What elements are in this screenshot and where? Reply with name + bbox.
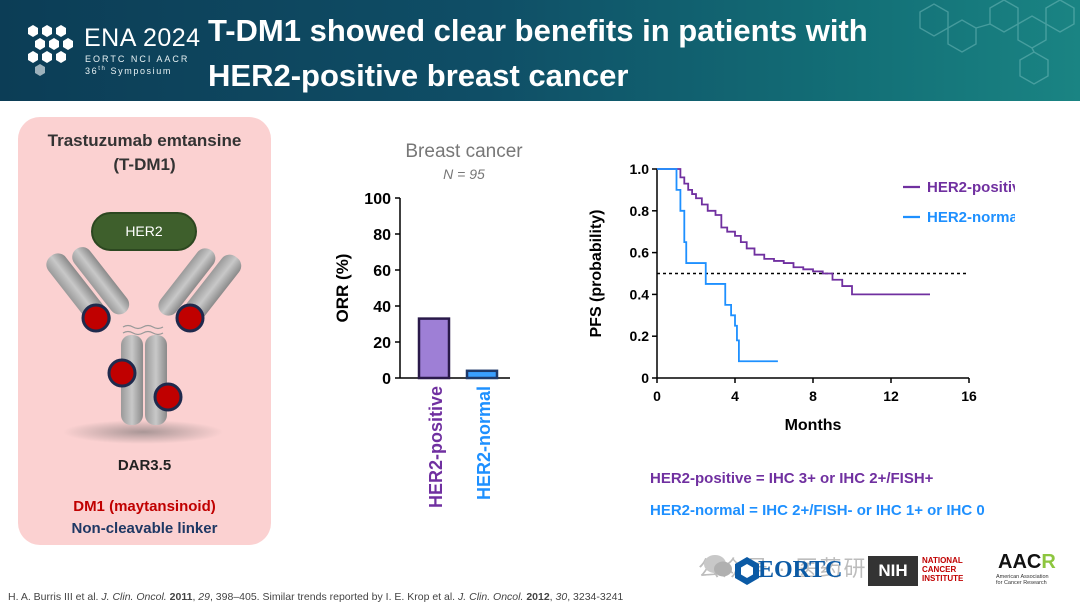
bar-category-label: HER2-normal <box>474 386 494 500</box>
bar-chart-plot: 0 20 40 60 80 100 ORR (%) HER2-positive HER2-nor… <box>333 191 510 508</box>
card-title-line1: Trastuzumab emtansine <box>47 131 242 150</box>
antibody-illustration-icon <box>46 247 242 444</box>
eortc-logo-text: EORTC <box>758 557 843 583</box>
slide-title-line1: T-DM1 showed clear benefits in patients … <box>208 13 868 48</box>
logo-title: ENA 2024 <box>84 24 201 52</box>
line-y-tick-label: 0 <box>641 370 649 386</box>
card-title: Trastuzumab emtansine (T-DM1) <box>18 129 271 177</box>
ena-logo-icon <box>28 25 73 76</box>
bar-category-label: HER2-positive <box>426 386 446 508</box>
bar-chart-subtitle: N = 95 <box>443 166 485 182</box>
km-curve-her2-positive <box>657 168 930 296</box>
eortc-logo-icon <box>735 557 759 585</box>
bar-her2-normal <box>465 369 499 380</box>
legend-label: HER2-normal <box>927 209 1015 226</box>
bar-y-tick-label: 0 <box>382 371 391 388</box>
her2-normal-definition: HER2-normal = IHC 2+/FISH- or IHC 1+ or … <box>650 502 985 519</box>
bar-chart-title: Breast cancer <box>405 141 523 162</box>
dm1-label: DM1 (maytansinoid) <box>73 498 216 515</box>
legend-label: HER2-positive <box>927 179 1015 196</box>
bar-y-tick-label: 40 <box>373 299 391 316</box>
slide-title-line2: HER2-positive breast cancer <box>208 58 629 93</box>
line-x-tick-label: 8 <box>809 388 817 404</box>
aacr-logo-subtitle: American Association for Cancer Research <box>996 574 1049 586</box>
header-banner: ENA 2024 EORTC NCI AACR 36th Symposium T… <box>0 0 1080 101</box>
bar-y-tick-label: 100 <box>364 191 391 208</box>
bar-y-tick-label: 80 <box>373 227 391 244</box>
line-y-tick-label: 0.4 <box>630 286 650 302</box>
line-x-tick-label: 4 <box>731 388 739 404</box>
line-y-axis-label: PFS (probability) <box>588 210 605 338</box>
line-x-tick-label: 16 <box>961 388 977 404</box>
km-curve-her2-normal <box>657 168 778 363</box>
line-y-tick-label: 0.8 <box>630 203 650 219</box>
citation: H. A. Burris III et al. J. Clin. Oncol. … <box>8 591 624 603</box>
line-y-tick-label: 1.0 <box>630 161 650 177</box>
line-x-tick-label: 12 <box>883 388 899 404</box>
her2-positive-definition: HER2-positive = IHC 3+ or IHC 2+/FISH+ <box>650 470 934 487</box>
nih-logo: NIH <box>868 556 918 586</box>
nci-logo-text: NATIONAL CANCER INSTITUTE <box>922 556 964 583</box>
orr-bar-chart: Breast cancer N = 95 0 20 40 60 80 100 ORR (%)… <box>320 138 530 523</box>
logo-edition: 36th Symposium <box>85 66 172 76</box>
adc-structure-card: Trastuzumab emtansine (T-DM1) HER2 <box>18 117 271 545</box>
line-x-axis-label: Months <box>785 417 842 434</box>
bar-her2-positive <box>417 317 451 380</box>
wechat-icon <box>704 555 732 577</box>
bar-y-axis-label: ORR (%) <box>333 254 352 323</box>
bar-y-tick-label: 60 <box>373 263 391 280</box>
dar-label: DAR3.5 <box>117 457 172 474</box>
pfs-line-chart: 0 0.2 0.4 0.6 0.8 1.0 0 4 8 12 16 Months PFS (probab… <box>588 161 1015 434</box>
her2-receptor: HER2 <box>91 212 197 251</box>
logo-orgs: EORTC NCI AACR <box>85 54 190 64</box>
card-title-line2: (T-DM1) <box>113 155 176 174</box>
linker-label: Non-cleavable linker <box>71 520 218 537</box>
line-y-tick-label: 0.2 <box>630 328 650 344</box>
line-x-tick-label: 0 <box>653 388 661 404</box>
slide-title: T-DM1 showed clear benefits in patients … <box>208 8 938 98</box>
line-y-tick-label: 0.6 <box>630 245 650 261</box>
bar-y-tick-label: 20 <box>373 335 391 352</box>
aacr-logo: AACR <box>998 551 1056 573</box>
molecule-decoration-icon <box>919 0 1075 85</box>
